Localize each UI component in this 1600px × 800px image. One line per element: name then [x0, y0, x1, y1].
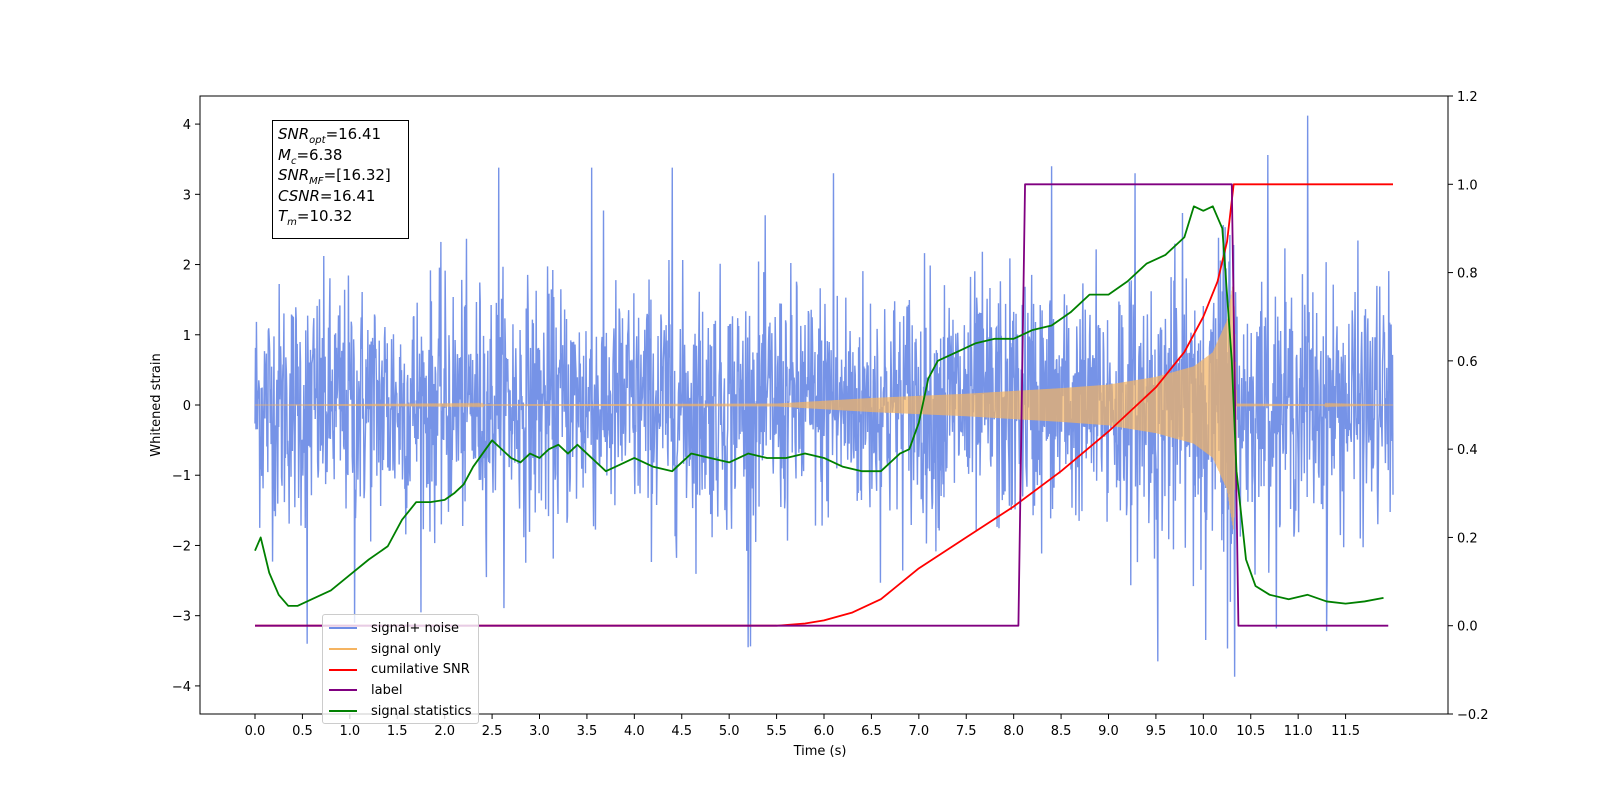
legend-swatch — [329, 648, 357, 651]
y-right-tick-label: −0.2 — [1457, 708, 1489, 723]
y-left-tick-label: 2 — [183, 259, 191, 274]
legend-label: signal statistics — [371, 703, 472, 719]
x-axis-label: Time (s) — [793, 744, 847, 759]
series-signal-statistics — [254, 205, 1384, 607]
legend-swatch — [329, 668, 357, 671]
y-axis-right: 1.2 1.0 0.8 0.6 0.4 0.2 0.0 −0.2 — [1448, 90, 1489, 723]
series-signal-noise — [254, 115, 1394, 677]
info-value: =[16.32] — [323, 166, 391, 184]
y-right-tick-label: 0.2 — [1457, 531, 1478, 546]
info-var: M — [278, 145, 291, 164]
x-tick-label: 5.5 — [766, 724, 787, 739]
x-tick-label: 0.0 — [245, 724, 266, 739]
legend-label: signal only — [371, 641, 442, 657]
y-left-tick-label: −1 — [172, 469, 191, 484]
info-var: SNR — [278, 166, 310, 184]
info-line-mc: Mc=6.38 — [278, 145, 403, 167]
x-tick-label: 9.5 — [1146, 724, 1167, 739]
info-value: =16.41 — [325, 125, 382, 143]
series-cumilative-snr — [255, 183, 1393, 627]
info-var: CSNR — [278, 186, 320, 205]
plot-area — [254, 115, 1394, 677]
x-tick-label: 2.0 — [434, 724, 455, 739]
info-line-tm: Tm=10.32 — [278, 206, 403, 228]
info-value: =16.41 — [319, 186, 376, 205]
legend-label: label — [371, 682, 403, 698]
x-tick-label: 0.5 — [292, 724, 313, 739]
series-signal-only — [255, 278, 1393, 530]
info-sub: c — [290, 155, 297, 167]
legend-item-signal-noise: signal+ noise — [329, 618, 478, 639]
x-tick-label: 6.5 — [861, 724, 882, 739]
info-sub: opt — [309, 135, 326, 146]
info-var: T — [278, 207, 288, 225]
y-right-tick-label: 1.2 — [1457, 90, 1478, 105]
legend-swatch — [329, 689, 357, 692]
x-tick-label: 11.5 — [1331, 724, 1360, 739]
x-tick-label: 1.5 — [387, 724, 408, 739]
info-var: SNR — [278, 125, 310, 143]
x-tick-label: 6.0 — [814, 724, 835, 739]
info-line-snr-opt: SNRopt=16.41 — [278, 124, 403, 146]
y-axis-label: Whitened strain — [149, 353, 164, 456]
y-left-tick-label: 0 — [183, 399, 191, 414]
series-label — [255, 183, 1389, 627]
legend: signal+ noise signal only cumilative SNR… — [322, 614, 479, 724]
x-tick-label: 7.5 — [956, 724, 977, 739]
legend-item-cumulative-snr: cumilative SNR — [329, 659, 478, 680]
y-left-tick-label: −2 — [172, 539, 191, 554]
info-value: =6.38 — [296, 145, 343, 164]
y-right-tick-label: 0.4 — [1457, 443, 1478, 458]
x-tick-label: 3.5 — [577, 724, 598, 739]
y-right-tick-label: 0.6 — [1457, 355, 1478, 370]
x-tick-label: 5.0 — [719, 724, 740, 739]
y-axis-left: 4 3 2 1 0 −1 −2 −3 −4 — [172, 118, 200, 695]
x-axis: 0.0 0.5 1.0 1.5 2.0 2.5 3.0 3.5 4.0 4.5 5.0 5.5 6.0 6… — [245, 714, 1360, 739]
legend-swatch — [329, 710, 357, 713]
y-right-tick-label: 0.0 — [1457, 620, 1478, 635]
x-tick-label: 10.5 — [1236, 724, 1265, 739]
x-tick-label: 10.0 — [1189, 724, 1218, 739]
legend-swatch — [329, 627, 357, 630]
x-tick-label: 3.0 — [529, 724, 550, 739]
legend-label: cumilative SNR — [371, 662, 470, 678]
x-tick-label: 4.5 — [671, 724, 692, 739]
info-value: =10.32 — [296, 207, 353, 225]
legend-label: signal+ noise — [371, 620, 460, 636]
x-tick-label: 2.5 — [482, 724, 503, 739]
legend-item-label: label signal only — [329, 680, 478, 701]
legend-item-signal-only: signal only — [329, 639, 478, 660]
x-tick-label: 4.0 — [624, 724, 645, 739]
y-left-tick-label: −3 — [172, 610, 191, 625]
x-tick-label: 8.5 — [1051, 724, 1072, 739]
parameter-box: SNRopt=16.41 Mc=6.38 SNRMF=[16.32] CSNR=… — [272, 120, 409, 239]
y-left-tick-label: −4 — [172, 680, 191, 695]
x-tick-label: 1.0 — [339, 724, 360, 739]
info-line-snr-mf: SNRMF=[16.32] — [278, 165, 403, 187]
info-line-csnr: CSNR=16.41 — [278, 186, 403, 207]
x-tick-label: 11.0 — [1284, 724, 1313, 739]
y-left-tick-label: 4 — [183, 118, 191, 133]
y-right-tick-label: 0.8 — [1457, 267, 1478, 282]
info-sub: m — [287, 217, 297, 228]
legend-item-signal-statistics: signal statistics — [329, 701, 478, 722]
x-tick-label: 9.0 — [1098, 724, 1119, 739]
y-left-tick-label: 1 — [183, 329, 191, 344]
x-tick-label: 8.0 — [1003, 724, 1024, 739]
y-left-tick-label: 3 — [183, 188, 191, 203]
y-right-tick-label: 1.0 — [1457, 178, 1478, 193]
info-sub: MF — [309, 176, 324, 187]
x-tick-label: 7.0 — [908, 724, 929, 739]
